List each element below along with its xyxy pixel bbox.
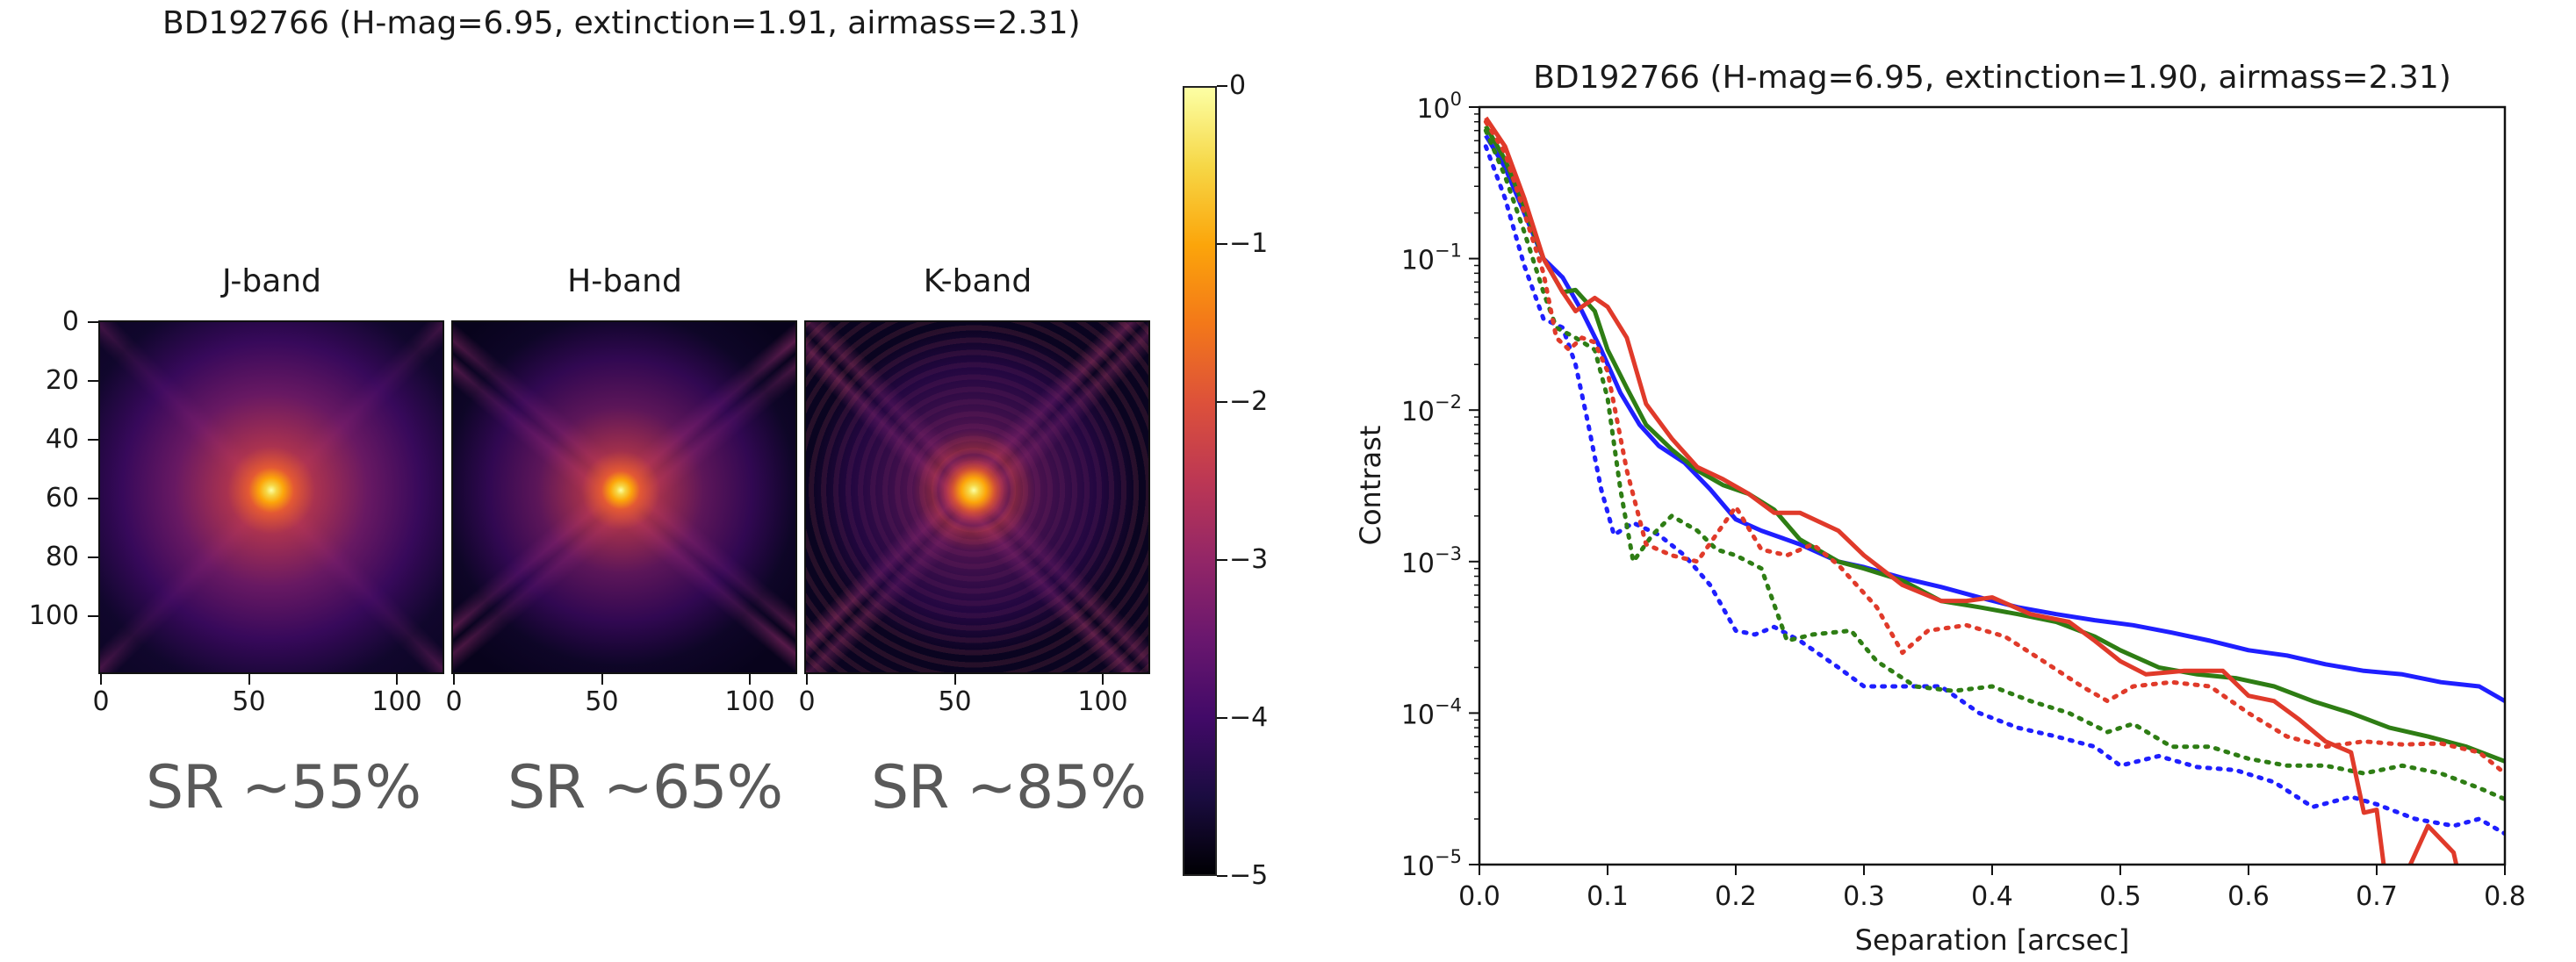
image-x-tick-mark (601, 674, 603, 685)
psf-image-j-band (98, 320, 444, 674)
image-y-tick-mark (88, 439, 98, 441)
x-tick-label: 0.2 (1715, 881, 1757, 912)
y-axis-label: Contrast (1354, 426, 1387, 546)
colorbar-tick-label: −1 (1229, 228, 1269, 259)
image-x-tick-mark (749, 674, 751, 685)
x-tick-label: 0.6 (2227, 881, 2270, 912)
strehl-label-h: SR ~65% (507, 753, 783, 822)
colorbar-tick-mark (1217, 875, 1227, 877)
image-y-tick-mark (88, 498, 98, 499)
y-tick-label: 100 (1416, 89, 1462, 125)
image-x-tick-mark (100, 674, 102, 685)
image-x-tick-label: 100 (1077, 686, 1128, 717)
colorbar-tick-label: −4 (1229, 702, 1269, 733)
y-tick-label: 10−1 (1401, 240, 1462, 276)
panel-title-k: K-band (923, 263, 1033, 299)
series-line-k-band-raw (1484, 116, 2459, 865)
image-x-tick-label: 100 (724, 686, 775, 717)
image-x-tick-label: 100 (371, 686, 422, 717)
image-x-tick-mark (1102, 674, 1104, 685)
x-tick-label: 0.8 (2484, 881, 2526, 912)
colorbar (1183, 86, 1217, 876)
image-x-tick-label: 0 (92, 686, 110, 717)
image-y-tick-label: 100 (28, 600, 79, 631)
colorbar-tick-mark (1217, 401, 1227, 403)
image-y-tick-mark (88, 321, 98, 323)
image-x-tick-label: 50 (585, 686, 619, 717)
colorbar-tick-label: −3 (1229, 544, 1269, 575)
panel-title-j: J-band (222, 263, 321, 299)
image-y-tick-label: 0 (61, 306, 79, 337)
image-x-tick-label: 50 (232, 686, 266, 717)
image-x-tick-label: 50 (938, 686, 972, 717)
image-x-tick-mark (453, 674, 455, 685)
image-y-tick-mark (88, 615, 98, 617)
colorbar-tick-label: 0 (1229, 70, 1247, 101)
y-tick-label: 10−3 (1401, 543, 1462, 579)
x-tick-label: 0.3 (1843, 881, 1885, 912)
image-y-tick-label: 80 (45, 542, 79, 572)
x-tick-label: 0.0 (1458, 881, 1500, 912)
y-tick-label: 10−4 (1401, 694, 1462, 730)
series-line-h-band-raw (1484, 125, 2505, 764)
psf-image-k-band (804, 320, 1150, 674)
series-line-j-band-processed (1483, 144, 2505, 836)
colorbar-tick-mark (1217, 717, 1227, 719)
x-axis-label: Separation [arcsec] (1855, 923, 2130, 957)
image-x-tick-label: 0 (445, 686, 463, 717)
chart-title: BD192766 (H-mag=6.95, extinction=1.90, a… (1533, 60, 2451, 96)
series-line-h-band-processed (1483, 128, 2505, 801)
strehl-label-j: SR ~55% (146, 753, 421, 822)
strehl-label-k: SR ~85% (871, 753, 1147, 822)
x-tick-label: 0.5 (2099, 881, 2141, 912)
psf-image-h-band (451, 320, 797, 674)
image-y-tick-mark (88, 380, 98, 382)
image-x-tick-mark (953, 674, 956, 685)
y-tick-label: 10−5 (1401, 846, 1462, 882)
colorbar-tick-mark (1217, 243, 1227, 245)
colorbar-tick-label: −2 (1229, 386, 1269, 417)
image-y-tick-label: 40 (45, 424, 79, 455)
panel-title-h: H-band (567, 263, 682, 299)
colorbar-tick-mark (1217, 559, 1227, 561)
image-x-tick-mark (806, 674, 808, 685)
image-y-tick-mark (88, 556, 98, 558)
image-y-tick-label: 60 (45, 483, 79, 513)
image-x-tick-mark (396, 674, 398, 685)
y-tick-label: 10−2 (1401, 391, 1462, 427)
left-figure-title: BD192766 (H-mag=6.95, extinction=1.91, a… (162, 5, 1081, 41)
colorbar-tick-label: −5 (1229, 860, 1269, 891)
x-tick-label: 0.7 (2356, 881, 2398, 912)
x-tick-label: 0.1 (1587, 881, 1629, 912)
series-line-k-band-processed (1483, 119, 2505, 776)
image-y-tick-label: 20 (45, 365, 79, 396)
image-x-tick-label: 0 (798, 686, 816, 717)
colorbar-tick-mark (1217, 85, 1227, 87)
x-tick-label: 0.4 (1971, 881, 2013, 912)
image-x-tick-mark (248, 674, 250, 685)
series-line-j-band-raw (1484, 134, 2505, 703)
